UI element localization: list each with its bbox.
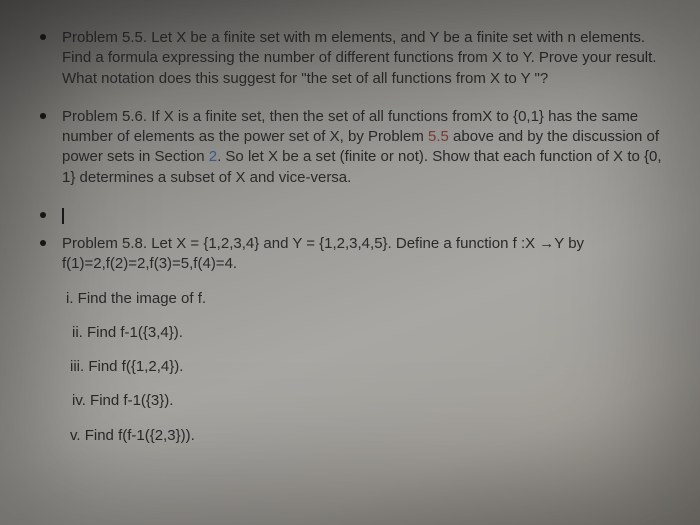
subpart-ii: ii. Find f-1({3,4}). (66, 323, 662, 343)
subpart-iv: iv. Find f-1({3}). (66, 391, 662, 411)
problem-5-5-text: Problem 5.5. Let X be a finite set with … (62, 29, 656, 87)
subpart-iii: iii. Find f({1,2,4}). (66, 357, 662, 377)
subpart-i: i. Find the image of f. (66, 289, 662, 309)
subpart-v: v. Find f(f-1({2,3})). (66, 426, 662, 446)
bullet-icon (40, 240, 46, 246)
cursor-bullet (62, 206, 662, 226)
subparts: i. Find the image of f. ii. Find f-1({3,… (62, 289, 662, 446)
bullet-icon (40, 212, 46, 218)
problem-5-5: Problem 5.5. Let X be a finite set with … (62, 28, 662, 89)
problem-5-8-text: Problem 5.8. Let X = {1,2,3,4} and Y = {… (62, 235, 584, 272)
page: Problem 5.5. Let X be a finite set with … (0, 0, 700, 480)
ref-problem-5-5: 5.5 (428, 128, 449, 145)
text-cursor (62, 208, 64, 224)
problem-5-8: Problem 5.8. Let X = {1,2,3,4} and Y = {… (62, 234, 662, 275)
bullet-icon (40, 34, 46, 40)
problem-5-6-text: Problem 5.6. If X is a finite set, then … (62, 108, 662, 186)
bullet-icon (40, 113, 46, 119)
ref-section-2: 2 (209, 148, 217, 165)
problem-5-6: Problem 5.6. If X is a finite set, then … (62, 107, 662, 188)
